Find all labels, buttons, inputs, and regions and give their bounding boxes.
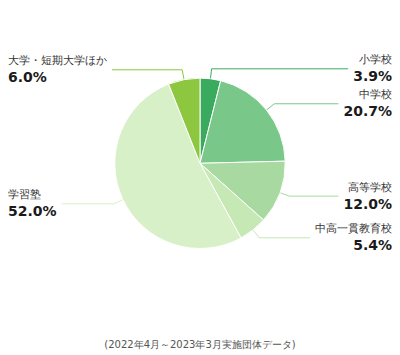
svg-text:大学・短期大学ほか: 大学・短期大学ほか <box>8 54 107 67</box>
svg-text:3.9%: 3.9% <box>353 68 392 84</box>
svg-text:12.0%: 12.0% <box>343 196 392 212</box>
svg-text:高等学校: 高等学校 <box>348 181 392 194</box>
svg-text:5.4%: 5.4% <box>353 237 392 253</box>
svg-text:6.0%: 6.0% <box>8 69 47 85</box>
svg-text:中学校: 中学校 <box>359 88 392 101</box>
svg-text:小学校: 小学校 <box>359 53 392 66</box>
svg-text:中高一貫教育校: 中高一貫教育校 <box>315 222 392 235</box>
svg-text:20.7%: 20.7% <box>343 103 392 119</box>
svg-text:学習塾: 学習塾 <box>8 188 41 201</box>
svg-text:(2022年4月～2023年3月実施団体データ): (2022年4月～2023年3月実施団体データ) <box>104 339 296 350</box>
svg-text:52.0%: 52.0% <box>8 203 57 219</box>
